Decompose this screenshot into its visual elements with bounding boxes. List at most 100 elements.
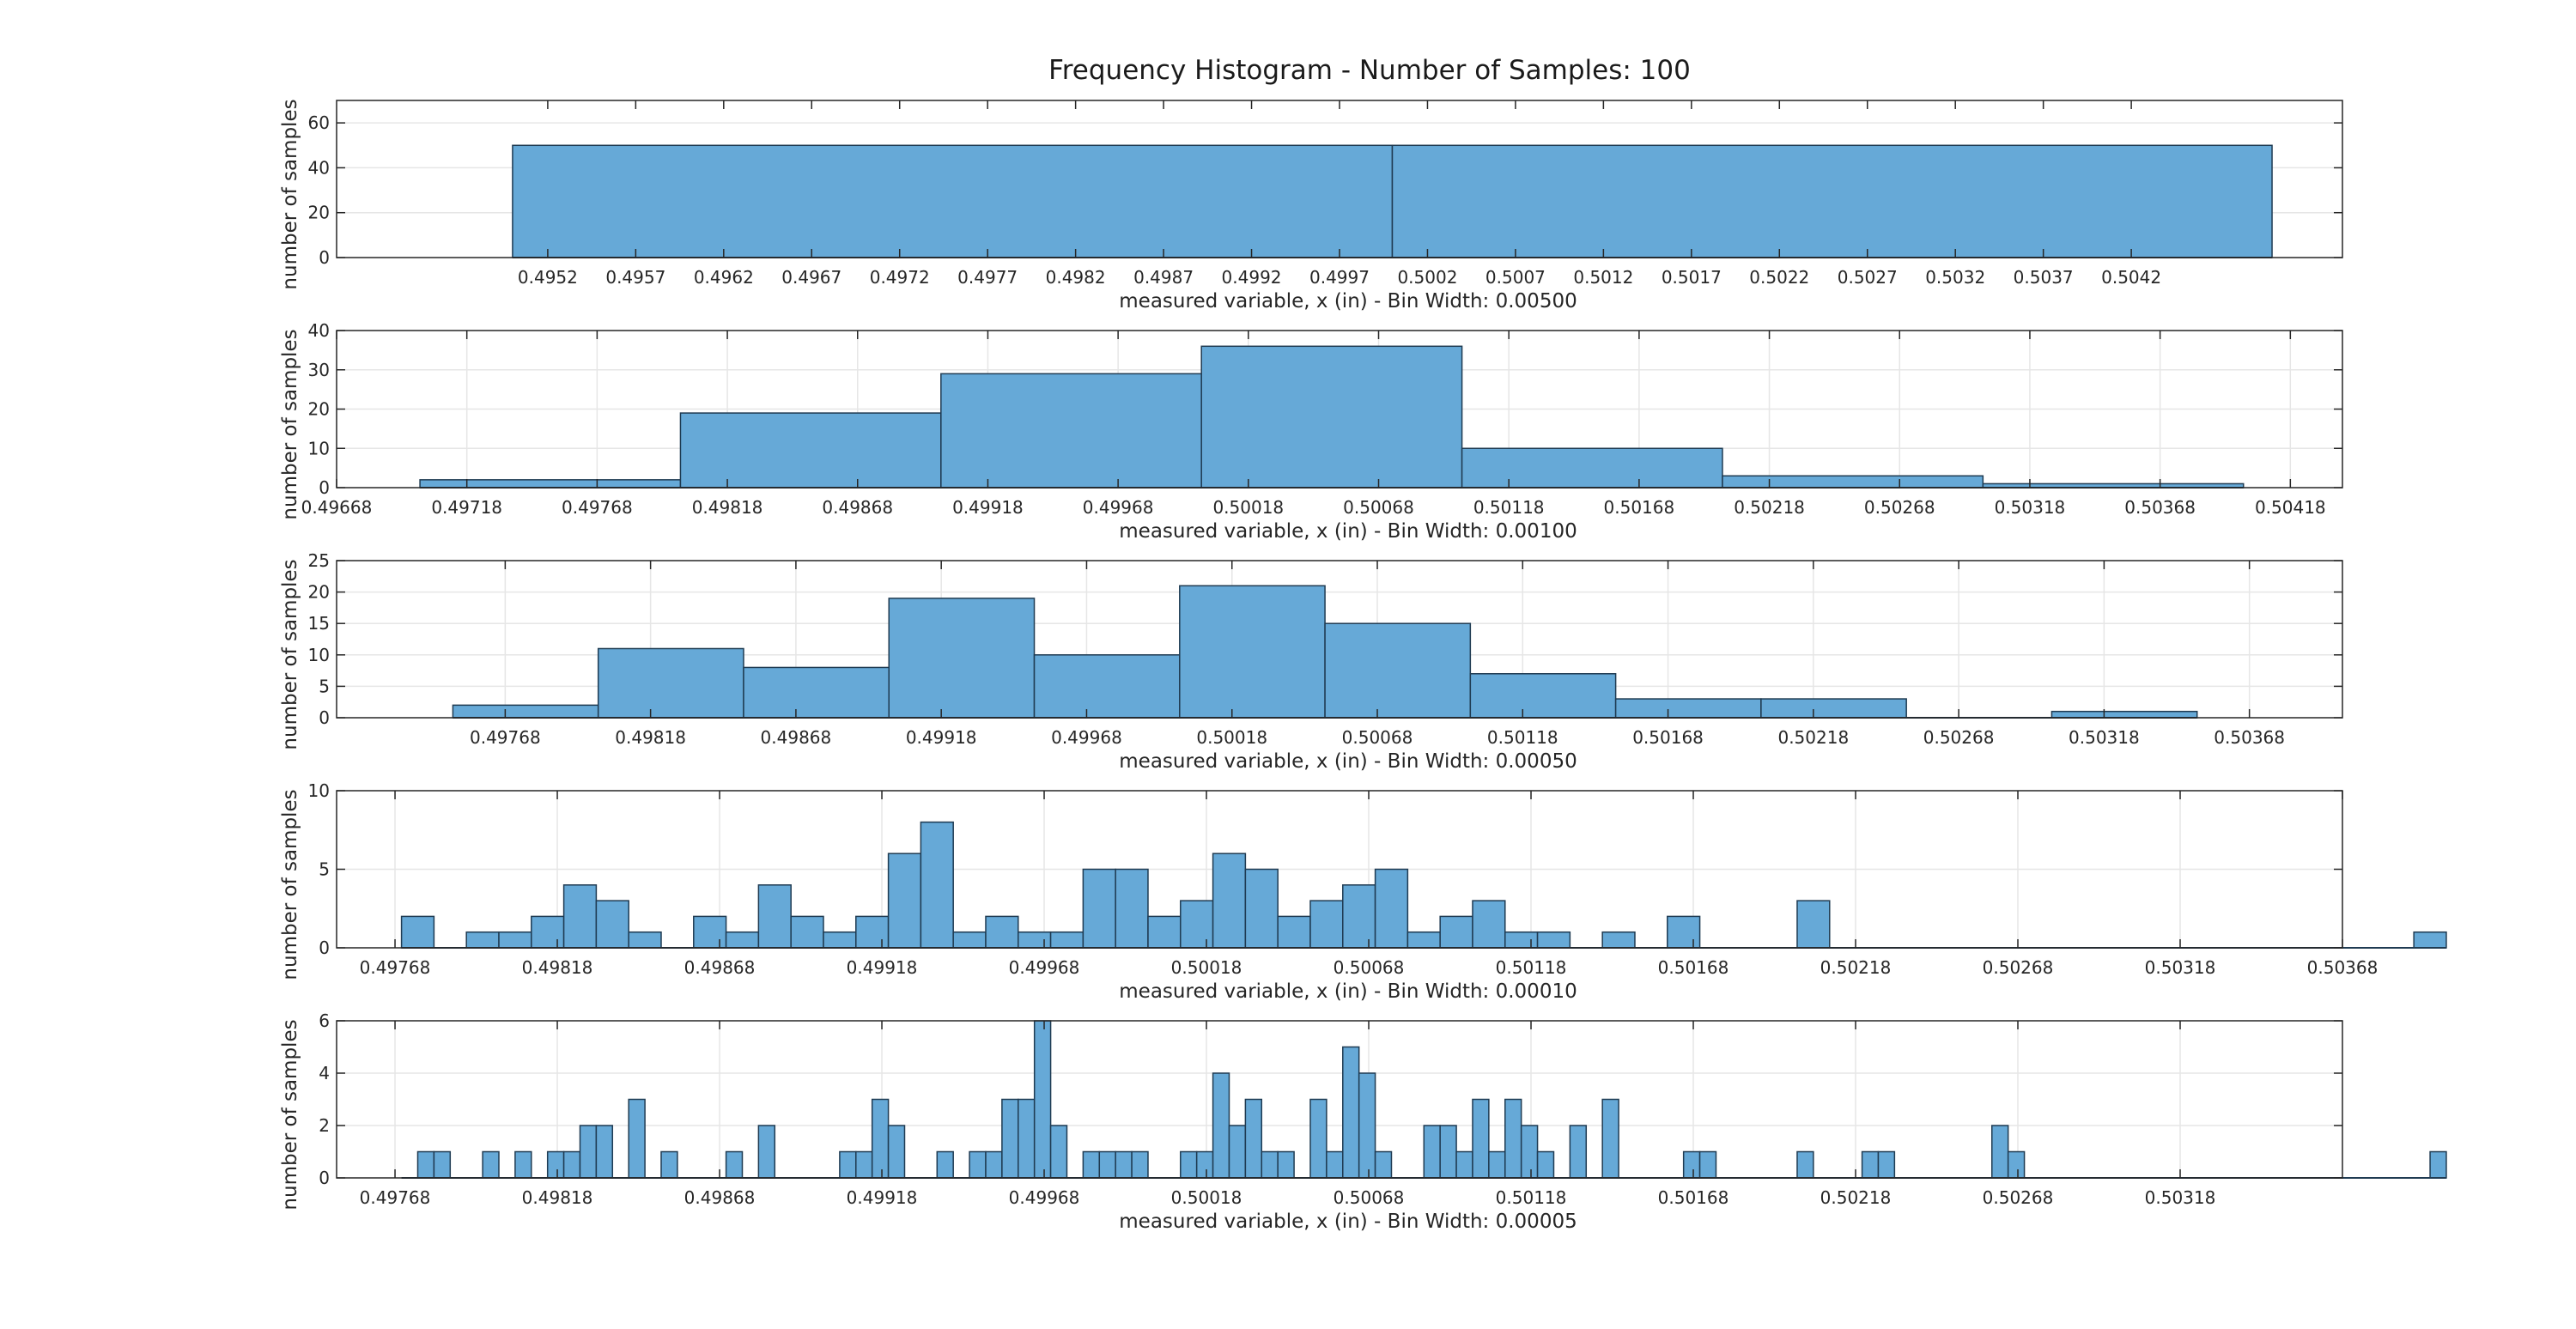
y-tick-label: 0 — [319, 477, 330, 498]
x-tick-label: 0.5032 — [1925, 267, 1985, 288]
histogram-bar — [887, 853, 922, 949]
histogram-bar — [1358, 1072, 1376, 1179]
x-tick-label: 0.49968 — [1083, 497, 1154, 518]
x-tick-label: 0.50368 — [2307, 957, 2379, 978]
histogram-bar — [936, 1150, 954, 1179]
histogram-bar — [679, 412, 942, 489]
histogram-bar — [855, 915, 890, 949]
histogram-bar — [1536, 1150, 1555, 1179]
x-axis-label: measured variable, x (in) - Bin Width: 0… — [1119, 1211, 1577, 1233]
x-tick-label: 0.49768 — [562, 497, 633, 518]
y-tick-label: 0 — [319, 247, 330, 268]
y-tick-label: 25 — [308, 550, 330, 571]
y-tick-label: 2 — [319, 1115, 330, 1136]
y-axis-label: number of samples — [279, 329, 301, 519]
x-axis-label: measured variable, x (in) - Bin Width: 0… — [1119, 520, 1577, 543]
histogram-bar — [482, 1150, 500, 1179]
x-tick-label: 0.50168 — [1632, 727, 1704, 748]
histogram-bar — [969, 1150, 987, 1179]
x-tick-label: 0.49818 — [615, 727, 686, 748]
x-axis-label: measured variable, x (in) - Bin Width: 0… — [1119, 290, 1577, 313]
subplot-2: 0.49668 0.49718 0.49768 0.49818 0.49868 0.499… — [279, 320, 2343, 543]
histogram-bar — [757, 884, 792, 949]
x-tick-label: 0.49968 — [1009, 957, 1080, 978]
histogram-bar — [1472, 1098, 1490, 1179]
x-tick-label: 0.4972 — [870, 267, 930, 288]
histogram-bar — [1520, 1125, 1539, 1179]
histogram-bar — [1001, 1098, 1019, 1179]
x-tick-label: 0.4977 — [957, 267, 1018, 288]
x-tick-label: 0.5012 — [1573, 267, 1633, 288]
figure-title: Frequency Histogram - Number of Samples:… — [1048, 55, 1691, 86]
subplot-5: 0.49768 0.49818 0.49868 0.49918 0.49968 0.500… — [279, 1010, 2447, 1233]
x-tick-label: 0.50268 — [1983, 957, 2054, 978]
y-axis-label: number of samples — [279, 1019, 301, 1210]
x-tick-label: 0.50318 — [1995, 497, 2066, 518]
histogram-bar — [1082, 1150, 1101, 1179]
histogram-bar — [419, 479, 682, 489]
histogram-bar — [1682, 1150, 1701, 1179]
x-tick-label: 0.50368 — [2124, 497, 2196, 518]
histogram-bar — [1326, 1150, 1344, 1179]
y-tick-label: 10 — [308, 645, 330, 665]
histogram-bar — [579, 1125, 598, 1179]
x-tick-label: 0.50068 — [1334, 1187, 1405, 1208]
histogram-bar — [1342, 1046, 1360, 1179]
x-tick-label: 0.50168 — [1658, 957, 1729, 978]
histogram-bar — [743, 666, 890, 719]
histogram-bar — [400, 915, 435, 949]
x-tick-label: 0.4967 — [781, 267, 841, 288]
x-tick-label: 0.50118 — [1487, 727, 1558, 748]
histogram-bar — [1261, 1150, 1279, 1179]
histogram-bar — [1569, 1125, 1588, 1179]
x-tick-label: 0.50168 — [1658, 1187, 1729, 1208]
x-tick-label: 0.50318 — [2069, 727, 2140, 748]
histogram-bar — [1018, 931, 1052, 949]
histogram-bar — [628, 931, 662, 949]
histogram-bar — [1082, 868, 1116, 949]
histogram-bar — [1601, 1098, 1619, 1179]
x-tick-label: 0.50418 — [2255, 497, 2326, 518]
histogram-bar — [514, 1150, 532, 1179]
histogram-bar — [2050, 710, 2198, 719]
histogram-bar — [920, 821, 954, 949]
histogram-bar — [1033, 654, 1181, 719]
x-tick-label: 0.49818 — [522, 957, 593, 978]
x-tick-label: 0.4982 — [1046, 267, 1106, 288]
histogram-bar — [1180, 1150, 1198, 1179]
x-tick-label: 0.49768 — [360, 1187, 431, 1208]
x-tick-label: 0.5022 — [1749, 267, 1809, 288]
histogram-bar — [562, 884, 598, 949]
histogram-bar — [693, 915, 727, 949]
histogram-bar — [1488, 1150, 1506, 1179]
histogram-bar — [1018, 1098, 1036, 1179]
y-tick-label: 4 — [319, 1063, 330, 1083]
histogram-bar — [725, 931, 760, 949]
x-tick-label: 0.50018 — [1212, 497, 1284, 518]
histogram-bar — [1212, 1072, 1230, 1179]
x-tick-label: 0.50318 — [2145, 1187, 2216, 1208]
histogram-bar — [1861, 1150, 1880, 1179]
histogram-bar — [1049, 1125, 1068, 1179]
histogram-bar — [1115, 868, 1149, 949]
histogram-bar — [1277, 1150, 1295, 1179]
x-axis-label: measured variable, x (in) - Bin Width: 0… — [1119, 750, 1577, 773]
x-tick-label: 0.50268 — [1864, 497, 1935, 518]
histogram-bar — [1536, 931, 1571, 949]
y-axis-label: number of samples — [279, 99, 301, 289]
y-tick-label: 0 — [319, 1168, 330, 1188]
histogram-bar — [839, 1150, 857, 1179]
histogram-bar — [1049, 931, 1084, 949]
x-tick-label: 0.4997 — [1309, 267, 1370, 288]
x-tick-label: 0.4992 — [1222, 267, 1282, 288]
x-tick-label: 0.50268 — [1923, 727, 1995, 748]
histogram-bar — [871, 1098, 890, 1179]
x-tick-label: 0.49918 — [952, 497, 1024, 518]
histogram-bar — [855, 1150, 873, 1179]
histogram-bar — [952, 931, 987, 949]
histogram-bar — [757, 1125, 776, 1179]
y-tick-label: 6 — [319, 1010, 330, 1031]
x-tick-label: 0.5002 — [1397, 267, 1457, 288]
histogram-bar — [1439, 1125, 1457, 1179]
